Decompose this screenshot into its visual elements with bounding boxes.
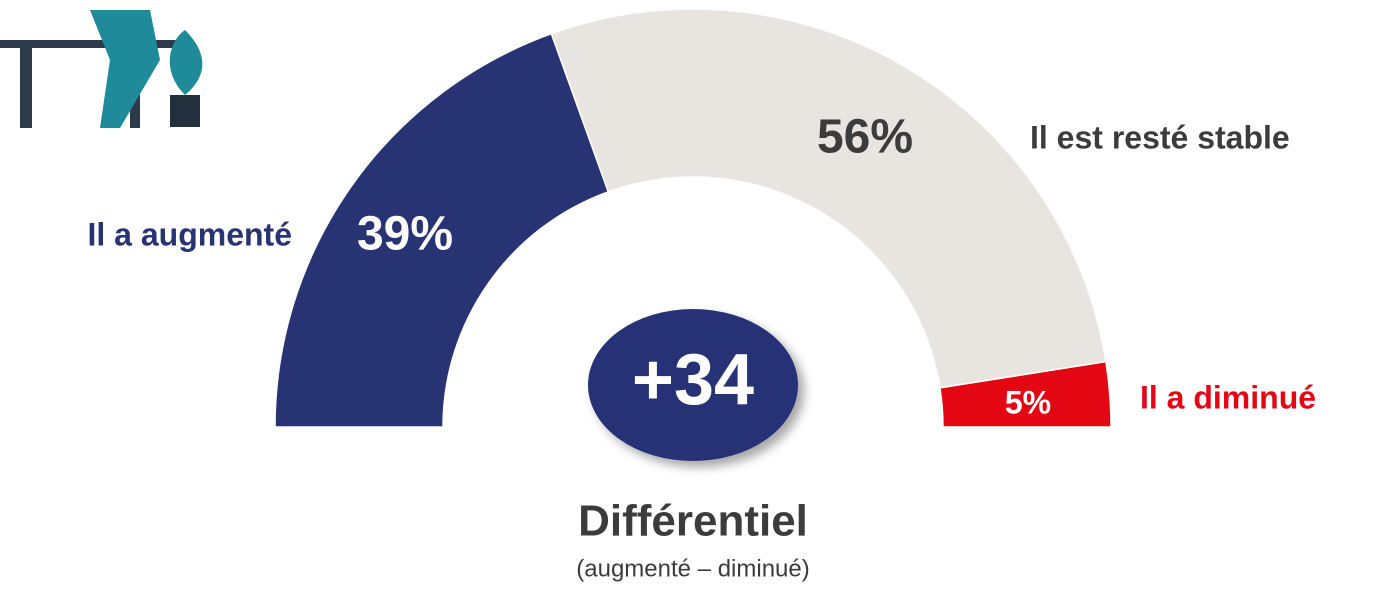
illustration: [0, 10, 203, 128]
category-label: Il est resté stable: [1030, 119, 1290, 155]
differential-note: (augmenté – diminué): [576, 555, 809, 582]
differential-title: Différentiel: [578, 497, 808, 546]
person: [90, 10, 160, 128]
segment: [550, 8, 1107, 389]
differential-value: +34: [632, 340, 754, 420]
differential-badge: [588, 309, 798, 461]
category-label: Il a augmenté: [88, 216, 293, 252]
desk-leg: [20, 48, 32, 128]
value-label: 39%: [357, 208, 453, 261]
segment: [939, 360, 1112, 428]
value-label: 5%: [1005, 384, 1051, 420]
category-label: Il a diminué: [1140, 379, 1316, 415]
plant-pot: [170, 95, 200, 127]
desk-top: [0, 40, 190, 48]
segment: [274, 32, 610, 428]
value-label: 56%: [817, 111, 913, 164]
plant: [169, 30, 203, 95]
